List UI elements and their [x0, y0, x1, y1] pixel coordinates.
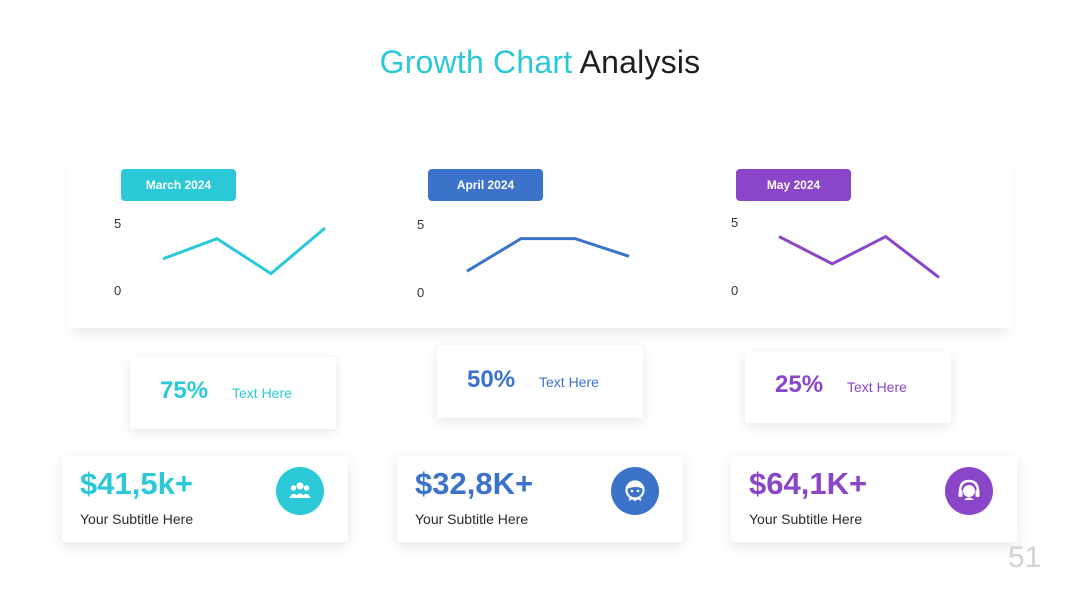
percent-value: 50%: [467, 366, 516, 393]
april-tag: April 2024: [428, 169, 543, 201]
stat-card-3: $64,1K+ Your Subtitle Here: [731, 456, 1017, 542]
percent-label: Text Here: [539, 374, 599, 390]
users-group-icon: [276, 467, 324, 515]
stat-amount: $64,1K+: [749, 466, 868, 501]
stat-card-2: $32,8K+ Your Subtitle Here: [397, 456, 683, 542]
stat-subtitle: Your Subtitle Here: [749, 511, 863, 527]
may-ytick-top: 5: [731, 215, 739, 230]
may-line-chart: [778, 234, 940, 279]
stat-subtitle: Your Subtitle Here: [415, 511, 529, 527]
percent-card-april: 50% Text Here: [437, 346, 643, 418]
page-number: 51: [1008, 541, 1042, 574]
percent-card-may: 25% Text Here: [745, 351, 951, 423]
support-agent-icon: [611, 467, 659, 515]
series-line-0: [778, 234, 940, 279]
percent-value: 75%: [160, 377, 209, 404]
agent-headset-icon: [945, 467, 993, 515]
april-line-chart: [466, 237, 630, 273]
april-ytick-top: 5: [417, 217, 425, 232]
may-tag: May 2024: [736, 169, 851, 201]
percent-card-march: 75% Text Here: [130, 357, 336, 429]
stat-amount: $32,8K+: [415, 466, 534, 501]
percent-label: Text Here: [232, 385, 292, 401]
page-title-rest: Analysis: [579, 44, 701, 80]
april-ytick-bottom: 0: [417, 285, 425, 300]
march-tag: March 2024: [121, 169, 236, 201]
page-title-accent: Growth Chart: [379, 44, 573, 80]
percent-value: 25%: [775, 371, 824, 398]
series-line-0: [162, 226, 326, 276]
percent-label: Text Here: [847, 379, 907, 395]
stat-card-1: $41,5k+ Your Subtitle Here: [62, 456, 348, 542]
series-line-0: [466, 237, 630, 273]
stat-subtitle: Your Subtitle Here: [80, 511, 194, 527]
stat-amount: $41,5k+: [80, 466, 193, 501]
march-ytick-top: 5: [114, 216, 122, 231]
may-ytick-bottom: 0: [731, 283, 739, 298]
may-tag-label: May 2024: [766, 178, 821, 192]
march-ytick-bottom: 0: [114, 283, 122, 298]
page-title: Growth Chart Analysis: [0, 44, 1080, 81]
march-tag-label: March 2024: [145, 178, 212, 192]
april-tag-label: April 2024: [456, 178, 515, 192]
march-line-chart: [162, 226, 326, 276]
